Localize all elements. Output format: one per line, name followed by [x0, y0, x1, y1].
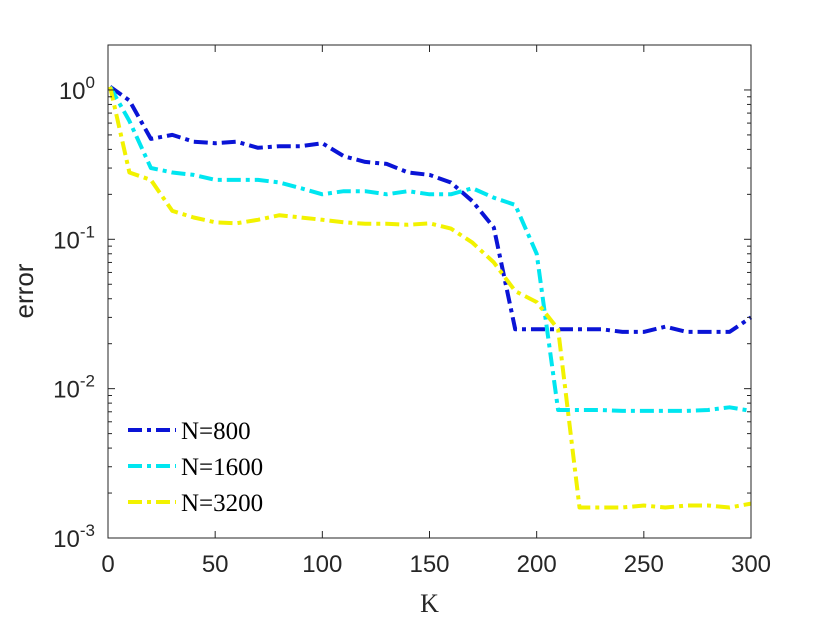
x-tick-label: 150	[409, 551, 449, 578]
x-tick-label: 50	[202, 551, 229, 578]
y-tick-label: 10-3	[53, 521, 95, 553]
y-tick-label: 10-2	[53, 372, 95, 404]
series-line-2	[108, 85, 752, 413]
y-axis-title: error	[9, 263, 39, 318]
legend-label: N=3200	[181, 490, 263, 517]
series-line-1	[108, 85, 753, 334]
legend-label: N=800	[181, 418, 251, 445]
x-axis-title: K	[420, 589, 439, 618]
y-tick-exponent: -1	[80, 222, 95, 241]
x-axis: 0 50 100 150 200 250 300	[101, 45, 771, 578]
series-layer	[108, 85, 753, 510]
legend-label: N=1600	[181, 454, 263, 481]
y-tick-base: 10	[53, 227, 80, 254]
y-tick-label: 100	[59, 73, 95, 105]
x-tick-label: 100	[302, 551, 342, 578]
x-tick-label: 200	[517, 551, 557, 578]
y-tick-exponent: -3	[80, 521, 95, 540]
x-tick-label: 300	[731, 551, 771, 578]
y-tick-base: 10	[53, 526, 80, 553]
y-tick-exponent: -2	[80, 372, 95, 391]
y-tick-label: 10-1	[53, 222, 95, 254]
x-tick-label: 250	[624, 551, 664, 578]
y-tick-base: 10	[59, 78, 86, 105]
legend: N=800 N=1600 N=3200	[128, 418, 263, 517]
x-tick-label: 0	[101, 551, 114, 578]
y-tick-base: 10	[53, 377, 80, 404]
y-tick-exponent: 0	[86, 73, 95, 92]
plot-area	[108, 45, 751, 538]
series-line-3	[108, 86, 752, 510]
